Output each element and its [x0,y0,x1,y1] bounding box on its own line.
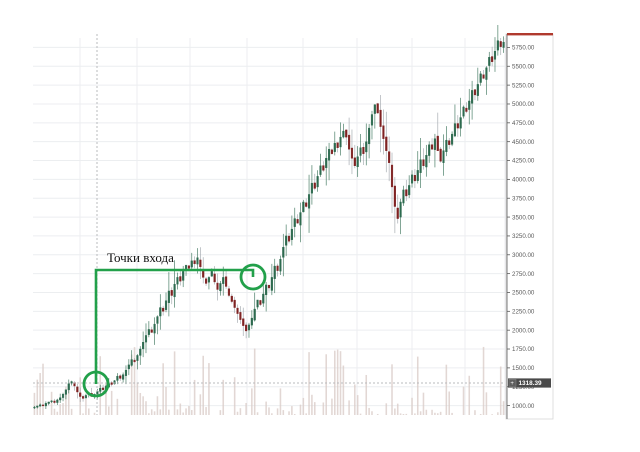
price-axis-tick-label: 5750.00 [512,45,535,52]
price-axis-tick-label: 1750.00 [512,346,535,353]
price-axis-tick-label: 2500.00 [512,290,535,297]
price-axis-tick-label: 3250.00 [512,233,535,240]
entry-point-right-marker[interactable] [239,263,267,291]
badge-plus-icon[interactable]: + [510,381,514,387]
price-scale[interactable]: 5750.00 5500.00 5250.00 5000.00 4750.00 4500.… [505,33,554,420]
price-axis-tick-label: 5250.00 [512,82,535,89]
current-price-value: 1318.39 [519,380,543,387]
price-axis-tick-label: 3000.00 [512,252,535,259]
entry-point-left-marker[interactable] [82,370,110,398]
price-axis-tick-label: 5000.00 [512,101,535,108]
price-axis-tick-label: 4000.00 [512,177,535,184]
entry-points-annotation: Точки входа [82,250,267,398]
grid-lines [33,38,506,415]
entry-bracket-line [94,268,255,384]
price-axis-tick-label: 2250.00 [512,309,535,316]
candlestick-series [33,24,505,410]
price-axis-tick-label: 1500.00 [512,365,535,372]
price-axis-tick-label: 2750.00 [512,271,535,278]
price-axis-tick-label: 4250.00 [512,158,535,165]
price-axis-tick-label: 4750.00 [512,120,535,127]
price-axis-tick-label: 3500.00 [512,214,535,221]
price-axis-tick-label: 5500.00 [512,63,535,70]
price-axis-tick-label: 1000.00 [512,403,535,410]
entry-points-label: Точки входа [107,250,174,265]
price-axis-tick-label: 2000.00 [512,327,535,334]
price-axis-tick-label: 3750.00 [512,195,535,202]
price-axis-tick-label: 4500.00 [512,139,535,146]
current-price-badge[interactable]: +1318.39 [508,378,551,388]
